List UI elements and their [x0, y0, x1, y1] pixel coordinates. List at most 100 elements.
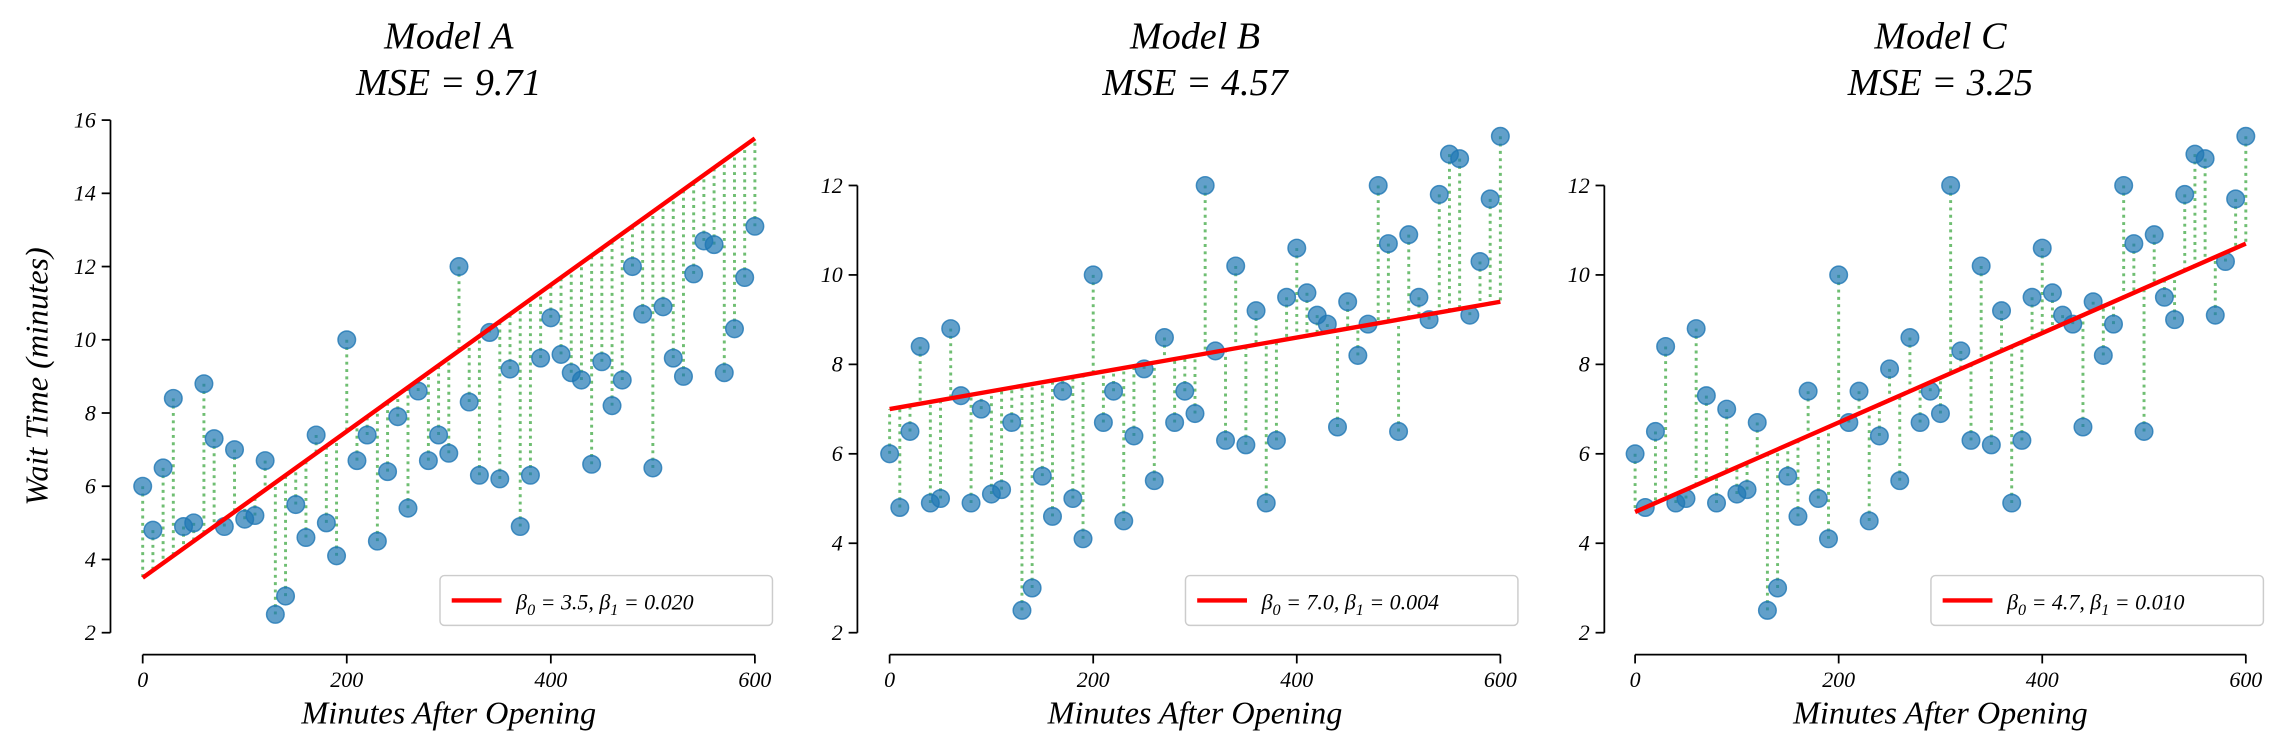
data-point [1409, 287, 1429, 307]
data-point [133, 476, 153, 496]
data-point [714, 363, 734, 383]
data-point [2042, 283, 2062, 303]
legend-text: = 0.010 [2109, 589, 2184, 614]
data-point [880, 444, 900, 464]
y-tick-label: 10 [74, 327, 96, 352]
data-point [1656, 336, 1676, 356]
legend-text: β [515, 589, 527, 614]
y-tick-label: 4 [832, 531, 843, 556]
data-point [2032, 238, 2052, 258]
data-point [1951, 341, 1971, 361]
y-tick-label: 10 [1568, 262, 1590, 287]
legend-text: = 3.5, [535, 589, 599, 614]
data-point [941, 319, 961, 339]
data-point [306, 425, 326, 445]
data-point [1778, 466, 1798, 486]
x-tick-label: 0 [1630, 667, 1641, 692]
legend-text: = 7.0, [1281, 589, 1345, 614]
legend-subscript: 1 [610, 602, 618, 619]
data-point [2205, 305, 2225, 325]
data-point [2022, 287, 2042, 307]
legend-box [1930, 574, 2265, 627]
data-point [1266, 430, 1286, 450]
data-point [1470, 251, 1490, 272]
x-tick-label: 200 [330, 667, 363, 692]
data-point [194, 374, 214, 394]
data-point [1022, 578, 1042, 598]
legend-text: = 0.020 [618, 589, 693, 614]
y-tick-label: 2 [832, 620, 843, 645]
data-point [1042, 506, 1063, 526]
data-point [735, 268, 755, 288]
data-point [327, 546, 347, 566]
data-point [1625, 444, 1645, 464]
y-tick-label: 8 [832, 352, 843, 377]
x-axis-label: Minutes After Opening [300, 694, 596, 730]
y-tick-label: 16 [74, 107, 96, 132]
data-point [1002, 412, 1022, 433]
panel-title: Model C [1873, 15, 2007, 57]
data-point [2073, 417, 2093, 437]
data-point [1256, 493, 1276, 513]
data-point [1348, 345, 1368, 365]
data-point [378, 462, 398, 482]
data-point [2175, 184, 2195, 204]
data-point [469, 465, 489, 485]
data-point [541, 308, 561, 328]
data-point [2012, 430, 2032, 450]
data-point [520, 465, 540, 485]
data-point [551, 344, 571, 364]
x-tick-label: 0 [884, 667, 895, 692]
data-point [265, 604, 285, 624]
data-point [961, 493, 981, 513]
y-tick-label: 8 [1579, 352, 1590, 377]
data-point [2165, 310, 2185, 330]
data-point [1368, 175, 1388, 195]
data-point [357, 425, 377, 445]
data-point [1818, 529, 1839, 549]
mse-label: MSE = 9.71 [355, 62, 541, 104]
data-point [684, 264, 704, 284]
data-point [1277, 287, 1297, 307]
y-tick-label: 4 [1579, 531, 1590, 556]
data-point [153, 458, 173, 478]
data-point [225, 440, 245, 460]
legend: β0 = 3.5, β1 = 0.020 [439, 574, 774, 627]
y-tick-label: 2 [85, 620, 96, 645]
data-point [1869, 426, 1889, 446]
data-point [622, 257, 642, 277]
legend-subscript: 0 [527, 602, 535, 619]
data-point [1890, 471, 1910, 491]
data-point [1399, 225, 1419, 245]
y-axis-label: Wait Time (minutes) [19, 247, 55, 505]
data-point [388, 407, 408, 427]
data-point [1798, 381, 1818, 401]
data-point [1124, 426, 1144, 446]
x-tick-label: 400 [2026, 667, 2059, 692]
legend-subscript: 1 [2101, 602, 2109, 619]
data-point [1053, 381, 1073, 401]
data-point [1961, 430, 1981, 450]
data-point [1327, 417, 1348, 437]
data-point [910, 336, 930, 356]
data-point [1910, 412, 1930, 433]
mse-label: MSE = 3.25 [1847, 62, 2033, 104]
data-point [1788, 506, 1808, 526]
y-tick-label: 12 [74, 254, 96, 279]
data-point [1216, 430, 1236, 450]
data-point [143, 520, 163, 540]
data-point [992, 480, 1012, 500]
fit-line [141, 136, 757, 580]
y-tick-label: 14 [74, 181, 96, 206]
data-point [1195, 175, 1215, 195]
data-point [592, 352, 612, 372]
legend-subscript: 0 [1273, 602, 1281, 619]
fit-line [889, 299, 1501, 412]
data-point [1287, 238, 1307, 258]
x-tick-label: 400 [1280, 667, 1313, 692]
data-point [459, 392, 479, 412]
y-tick-label: 10 [821, 262, 843, 287]
data-point [2154, 287, 2174, 307]
